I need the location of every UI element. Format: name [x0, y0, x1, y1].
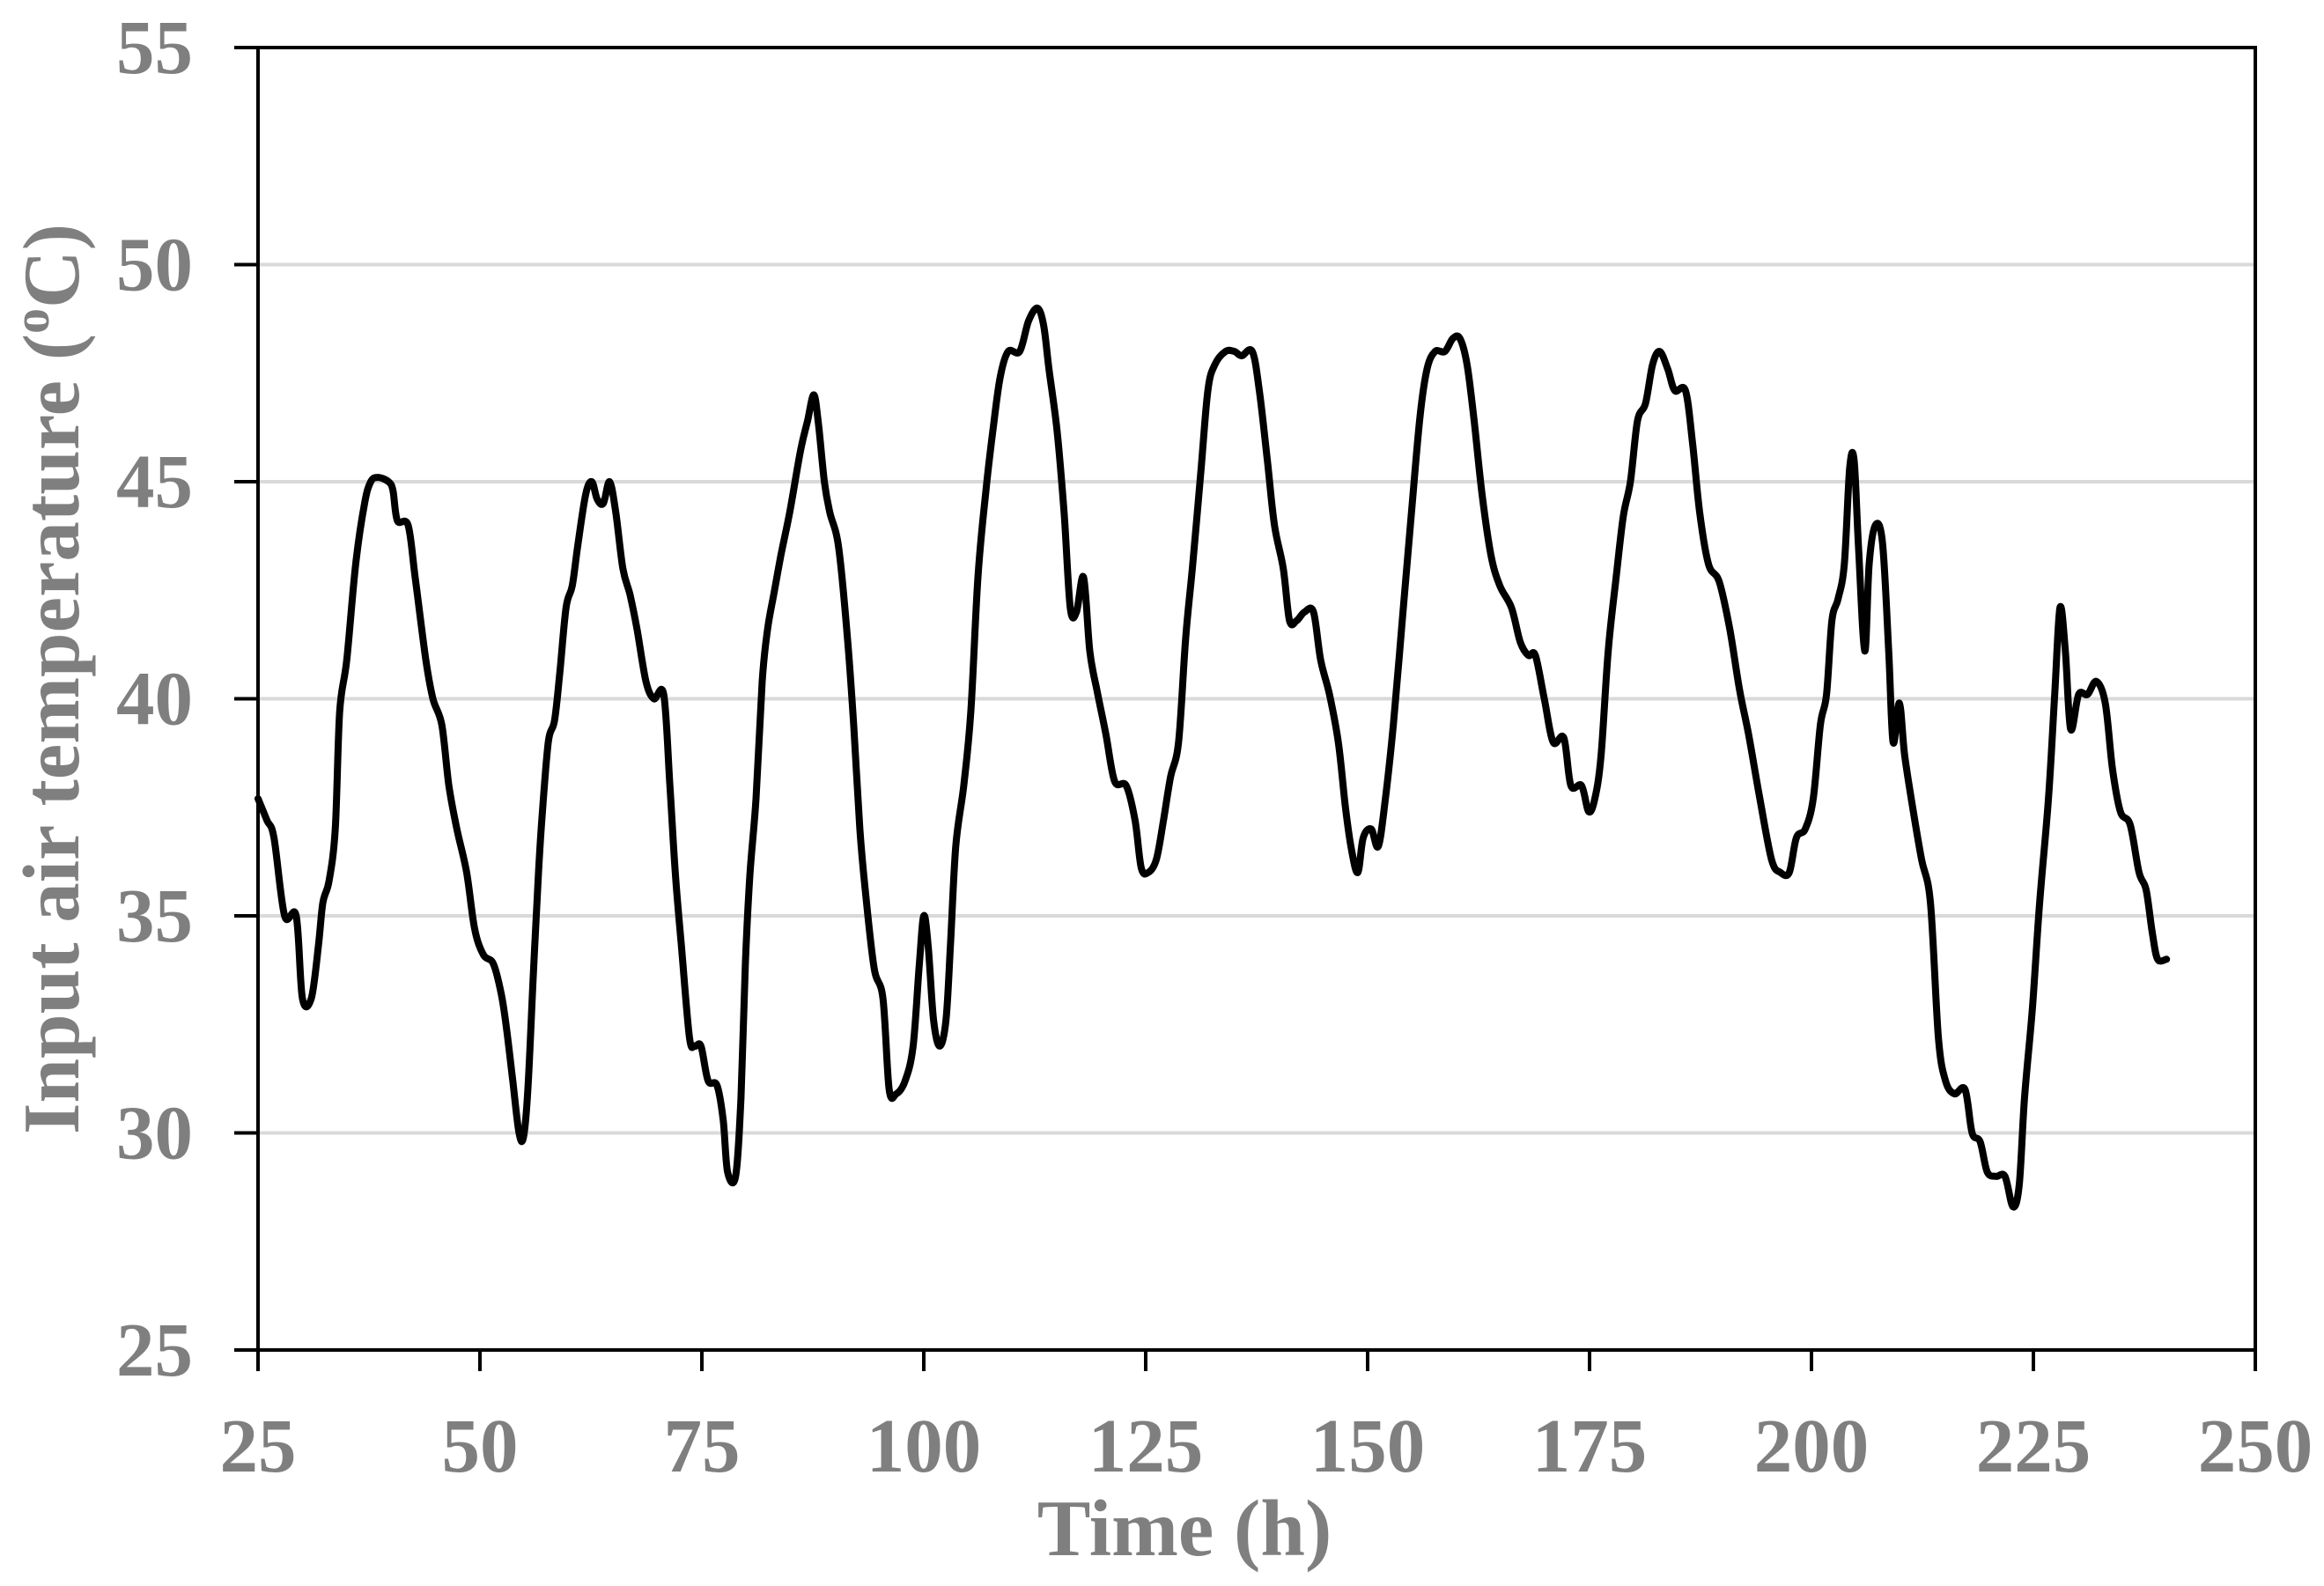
y-tick-label: 30	[116, 1090, 193, 1176]
x-tick-label: 175	[1532, 1403, 1648, 1488]
y-tick-label: 35	[116, 873, 193, 958]
x-tick-label: 75	[664, 1403, 741, 1488]
x-tick-label: 25	[220, 1403, 297, 1488]
x-tick-label: 150	[1310, 1403, 1426, 1488]
y-axis-title-part: C)	[7, 224, 96, 308]
y-axis-title-part: Input air temperature (	[7, 334, 96, 1134]
y-axis-title: Input air temperature (oC)	[3, 224, 96, 1134]
x-axis-tick-labels: 25 50 75 100 125 150 175 200 225 250	[220, 1403, 2313, 1488]
y-axis-ticks	[234, 46, 258, 1352]
series-line	[255, 304, 2171, 1211]
y-tick-label: 45	[116, 439, 193, 524]
y-axis-title-superscript: o	[3, 308, 60, 334]
x-tick-label: 250	[2198, 1403, 2313, 1488]
y-tick-label: 50	[116, 222, 193, 307]
x-axis-ticks	[256, 1350, 2257, 1371]
x-axis-title: Time (h)	[1037, 1484, 1332, 1573]
series-group	[255, 304, 2171, 1211]
y-tick-label: 55	[116, 4, 193, 90]
x-tick-label: 100	[867, 1403, 982, 1488]
x-tick-label: 125	[1088, 1403, 1204, 1488]
y-axis-tick-labels: 25 30 35 40 45 50 55	[116, 4, 193, 1392]
x-tick-label: 50	[442, 1403, 519, 1488]
y-tick-label: 40	[116, 656, 193, 741]
y-tick-label: 25	[116, 1307, 193, 1392]
x-tick-label: 200	[1754, 1403, 1870, 1488]
x-tick-label: 225	[1976, 1403, 2092, 1488]
